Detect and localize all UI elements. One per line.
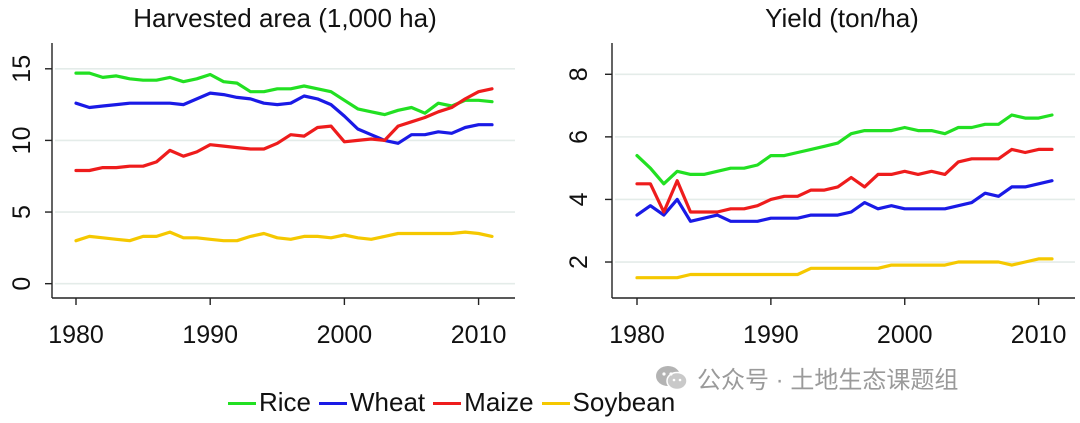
- series-line-soybean: [635, 257, 1054, 280]
- legend-item-soybean: Soybean: [541, 386, 676, 418]
- legend-label-rice: Rice: [259, 386, 312, 417]
- x-tick-label: 1980: [609, 321, 665, 349]
- x-tick-label: 2000: [317, 321, 373, 349]
- legend-swatch-wheat: [319, 401, 348, 405]
- x-tick-label: 2010: [1011, 321, 1067, 349]
- legend-item-maize: Maize: [433, 386, 534, 418]
- legend-swatch-rice: [228, 401, 256, 405]
- x-tick-label: 2010: [451, 321, 507, 349]
- legend-swatch-soybean: [541, 401, 570, 405]
- watermark-text: 公众号 · 土地生态课题组: [697, 367, 959, 394]
- chart-title: Yield (ton/ha): [765, 3, 919, 33]
- x-tick-label: 1990: [182, 321, 238, 349]
- legend: Rice Wheat Maize Soybean: [228, 384, 683, 420]
- x-tick-label: 2000: [877, 321, 933, 349]
- series-line-rice: [74, 71, 494, 117]
- legend-label-maize: Maize: [464, 386, 534, 417]
- y-tick-label: 0: [8, 277, 36, 291]
- y-tick-label: 6: [565, 130, 593, 144]
- series-line-wheat: [74, 91, 494, 145]
- series-line-maize: [635, 147, 1054, 214]
- wechat-icon: [656, 365, 688, 390]
- x-tick-label: 1980: [48, 321, 104, 349]
- legend-swatch-maize: [433, 401, 462, 405]
- chart-title: Harvested area (1,000 ha): [133, 3, 437, 33]
- watermark: 公众号 · 土地生态课题组: [655, 360, 958, 395]
- y-tick-label: 15: [8, 55, 36, 83]
- y-tick-label: 5: [8, 205, 36, 219]
- series-line-soybean: [74, 230, 494, 243]
- y-tick-label: 10: [8, 127, 36, 155]
- series-line-rice: [635, 113, 1054, 186]
- legend-item-wheat: Wheat: [319, 387, 425, 418]
- legend-item-rice: Rice: [228, 387, 311, 418]
- series-line-maize: [74, 87, 494, 173]
- legend-label-soybean: Soybean: [572, 386, 676, 417]
- legend-label-wheat: Wheat: [350, 386, 426, 417]
- y-tick-label: 2: [565, 255, 593, 269]
- harvested-area-chart: 0 5 10 15 1980 1990 2000 2010 Harvested area (1,…: [8, 3, 515, 349]
- series-line-wheat: [635, 179, 1054, 223]
- y-tick-label: 8: [565, 67, 593, 81]
- yield-chart: 2 4 6 8 1980 1990 2000 2010 Yield (ton/ha): [565, 3, 1075, 349]
- y-tick-label: 4: [565, 192, 593, 206]
- x-tick-label: 1990: [743, 321, 799, 349]
